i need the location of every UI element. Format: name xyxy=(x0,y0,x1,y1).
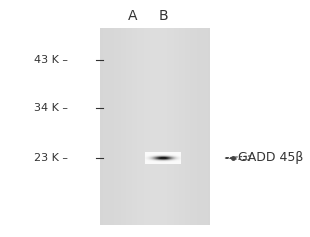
Text: 34 K –: 34 K – xyxy=(34,103,68,113)
Text: B: B xyxy=(158,9,168,23)
Text: 23 K –: 23 K – xyxy=(34,153,68,163)
Text: 43 K –: 43 K – xyxy=(34,55,68,65)
Text: GADD 45β: GADD 45β xyxy=(238,151,303,164)
Text: A: A xyxy=(128,9,138,23)
